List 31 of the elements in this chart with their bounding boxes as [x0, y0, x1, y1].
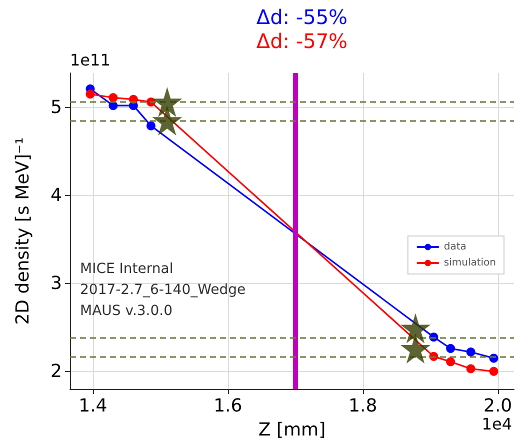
legend-label: simulation — [444, 258, 496, 268]
text: 1e11 — [70, 50, 110, 70]
point — [400, 313, 430, 344]
text: 1e4 — [482, 414, 512, 434]
x-axis-title: Z [mm] — [258, 420, 326, 440]
point — [152, 87, 182, 118]
point — [152, 106, 182, 136]
annotation: MICE Internal — [80, 261, 174, 277]
y-tick-label: 5 — [50, 96, 62, 118]
x-tick-label: 1.6 — [214, 396, 242, 416]
chart-title: Δd: -55% — [256, 5, 348, 29]
legend-label: data — [444, 242, 466, 252]
point — [146, 121, 156, 130]
point — [446, 357, 456, 366]
point — [466, 348, 476, 357]
point — [400, 334, 430, 364]
point — [446, 344, 456, 354]
chart-subtitle: Δd: -57% — [256, 29, 348, 53]
x-tick-label: 1.8 — [348, 396, 378, 416]
x-tick-label: 2.0 — [483, 396, 512, 416]
point — [86, 90, 95, 99]
y-tick-label: 4 — [50, 184, 62, 206]
x-tick-label: 1.4 — [78, 396, 108, 416]
annotation: MAUS v.3.0.0 — [80, 303, 173, 319]
y-tick-label: 3 — [50, 272, 62, 294]
point — [108, 93, 118, 102]
point — [489, 366, 498, 376]
y-tick-label: 2 — [50, 360, 62, 382]
point — [466, 364, 476, 374]
y-axis-title: 2D density [s MeV]⁻¹ — [12, 137, 34, 325]
annotation: 2017-2.7_6-140_Wedge — [80, 282, 246, 298]
